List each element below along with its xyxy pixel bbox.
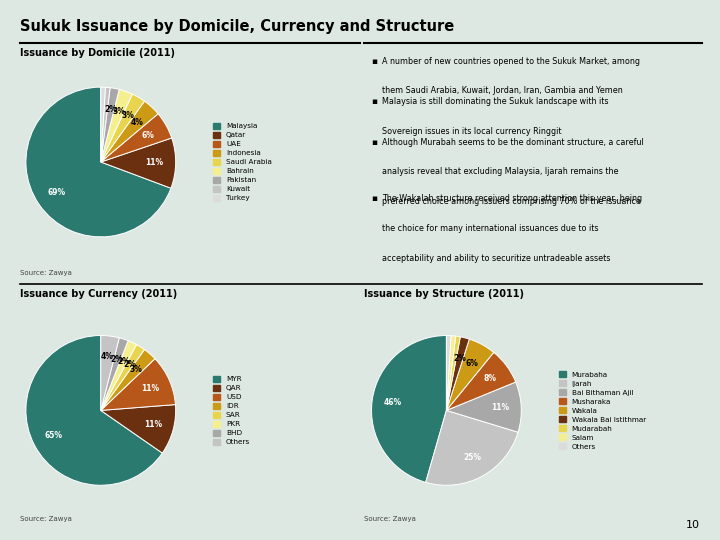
Text: 11%: 11% — [144, 420, 162, 429]
Wedge shape — [101, 94, 145, 162]
Text: 2%: 2% — [123, 360, 136, 369]
Text: 65%: 65% — [44, 431, 62, 440]
Wedge shape — [446, 336, 460, 410]
Text: ▪: ▪ — [371, 138, 377, 147]
Legend: Murabaha, Ijarah, Bai Bithaman Ajil, Musharaka, Wakala, Wakala Bai Istithmar, Mu: Murabaha, Ijarah, Bai Bithaman Ajil, Mus… — [559, 371, 646, 450]
Text: ▪: ▪ — [371, 97, 377, 106]
Wedge shape — [101, 101, 158, 162]
Text: 4%: 4% — [101, 353, 114, 361]
Wedge shape — [446, 335, 451, 410]
Text: ▪: ▪ — [371, 194, 377, 204]
Text: The Wakalah structure received strong attention this year, being: The Wakalah structure received strong at… — [382, 194, 642, 204]
Wedge shape — [26, 87, 171, 237]
Wedge shape — [101, 338, 128, 410]
Text: 2%: 2% — [111, 355, 124, 363]
Wedge shape — [446, 353, 516, 410]
Text: 69%: 69% — [48, 188, 66, 197]
Wedge shape — [426, 410, 518, 485]
Text: Although Murabah seems to be the dominant structure, a careful: Although Murabah seems to be the dominan… — [382, 138, 644, 147]
Text: 8%: 8% — [483, 374, 496, 383]
Text: 10: 10 — [686, 520, 700, 530]
Text: 3%: 3% — [130, 365, 143, 374]
Wedge shape — [101, 341, 137, 410]
Wedge shape — [372, 335, 446, 482]
Text: Source: Zawya: Source: Zawya — [20, 516, 72, 522]
Text: 2%: 2% — [117, 357, 130, 366]
Text: 4%: 4% — [131, 118, 144, 127]
Wedge shape — [101, 345, 145, 410]
Text: Source: Zawya: Source: Zawya — [20, 271, 72, 276]
Legend: MYR, QAR, USD, IDR, SAR, PKR, BHD, Others: MYR, QAR, USD, IDR, SAR, PKR, BHD, Other… — [213, 376, 251, 445]
Wedge shape — [26, 335, 162, 485]
Wedge shape — [101, 349, 155, 410]
Text: Issuance by Domicile (2011): Issuance by Domicile (2011) — [20, 48, 175, 58]
Wedge shape — [446, 382, 521, 432]
Text: the choice for many international issuances due to its: the choice for many international issuan… — [382, 224, 598, 233]
Wedge shape — [101, 138, 176, 188]
Text: analysis reveal that excluding Malaysia, Ijarah remains the: analysis reveal that excluding Malaysia,… — [382, 167, 618, 177]
Text: Sovereign issues in its local currency Ringgit: Sovereign issues in its local currency R… — [382, 127, 561, 136]
Text: ▪: ▪ — [371, 57, 377, 66]
Text: preferred choice among issuers comprising 70% of the issuance: preferred choice among issuers comprisin… — [382, 197, 641, 206]
Wedge shape — [101, 114, 172, 162]
Text: 2%: 2% — [104, 105, 117, 113]
Text: 3%: 3% — [112, 107, 125, 116]
Wedge shape — [446, 339, 494, 410]
Text: A number of new countries opened to the Sukuk Market, among: A number of new countries opened to the … — [382, 57, 639, 66]
Text: Sukuk Issuance by Domicile, Currency and Structure: Sukuk Issuance by Domicile, Currency and… — [20, 19, 454, 34]
Wedge shape — [101, 335, 120, 410]
Text: Issuance by Currency (2011): Issuance by Currency (2011) — [20, 289, 177, 299]
Text: 6%: 6% — [141, 131, 154, 140]
Text: Source: Zawya: Source: Zawya — [364, 516, 415, 522]
Legend: Malaysia, Qatar, UAE, Indonesia, Saudi Arabia, Bahrain, Pakistan, Kuwait, Turkey: Malaysia, Qatar, UAE, Indonesia, Saudi A… — [213, 123, 272, 201]
Wedge shape — [446, 337, 469, 410]
Text: 11%: 11% — [145, 158, 163, 167]
Text: 25%: 25% — [463, 453, 481, 462]
Text: 46%: 46% — [384, 399, 402, 407]
Wedge shape — [101, 359, 176, 410]
Wedge shape — [101, 87, 105, 162]
Text: them Saudi Arabia, Kuwait, Jordan, Iran, Gambia and Yemen: them Saudi Arabia, Kuwait, Jordan, Iran,… — [382, 86, 622, 96]
Text: 2%: 2% — [454, 354, 466, 363]
Wedge shape — [101, 87, 120, 162]
Wedge shape — [101, 90, 132, 162]
Text: Issuance by Structure (2011): Issuance by Structure (2011) — [364, 289, 523, 299]
Wedge shape — [101, 87, 110, 162]
Text: Malaysia is still dominating the Sukuk landscape with its: Malaysia is still dominating the Sukuk l… — [382, 97, 608, 106]
Wedge shape — [446, 336, 456, 410]
Text: 11%: 11% — [141, 384, 159, 393]
Text: acceptability and ability to securitize untradeable assets: acceptability and ability to securitize … — [382, 254, 610, 263]
Text: 11%: 11% — [491, 403, 509, 413]
Text: 3%: 3% — [122, 111, 135, 120]
Wedge shape — [101, 404, 176, 453]
Text: 6%: 6% — [466, 359, 479, 368]
